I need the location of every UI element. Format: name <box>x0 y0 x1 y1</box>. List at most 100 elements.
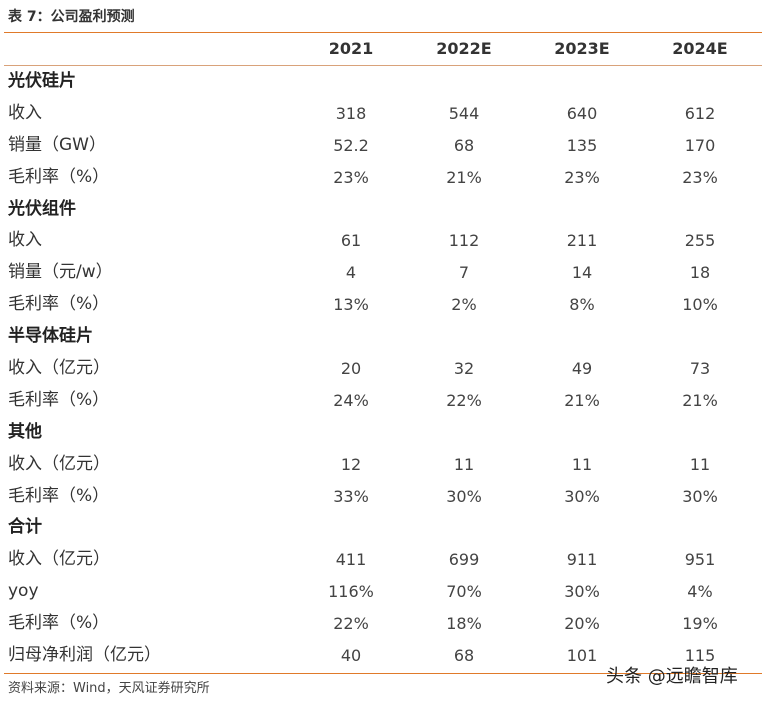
table-cell: 8% <box>569 295 595 315</box>
table-cell: 70% <box>446 582 482 602</box>
table-cell: 23% <box>682 167 718 187</box>
table-row: 收入（亿元） 411 699 911 951 <box>0 544 766 576</box>
row-label: 毛利率（%） <box>8 294 110 315</box>
table-cell: 22% <box>446 390 482 410</box>
row-label: yoy <box>8 581 39 602</box>
table-cell: 640 <box>566 103 598 123</box>
row-label: 毛利率（%） <box>8 613 110 634</box>
table-title: 表 7：公司盈利预测 <box>8 9 135 25</box>
table-cell: 21% <box>682 390 718 410</box>
section-label: 光伏组件 <box>8 198 76 219</box>
table-cell: 40 <box>340 646 362 666</box>
table-cell: 52.2 <box>333 135 369 155</box>
table-cell: 135 <box>566 135 598 155</box>
table-cell: 11 <box>453 454 475 474</box>
table-cell: 68 <box>453 135 475 155</box>
table-cell: 11 <box>689 454 711 474</box>
top-rule <box>4 32 762 33</box>
table-row: 收入（亿元） 20 32 49 73 <box>0 353 766 385</box>
table-cell: 21% <box>446 167 482 187</box>
table-cell: 30% <box>446 486 482 506</box>
section-label: 其他 <box>8 421 42 442</box>
table-cell: 23% <box>564 167 600 187</box>
table-row: 收入 318 544 640 612 <box>0 98 766 130</box>
table-cell: 49 <box>571 359 593 379</box>
table-cell: 11 <box>571 454 593 474</box>
row-label: 毛利率（%） <box>8 389 110 410</box>
table-cell: 22% <box>333 614 369 634</box>
table-cell: 211 <box>566 231 598 251</box>
watermark: 头条 @远瞻智库 <box>606 666 738 687</box>
table-cell: 10% <box>682 295 718 315</box>
table-cell: 61 <box>340 231 362 251</box>
row-label: 毛利率（%） <box>8 485 110 506</box>
table-cell: 4 <box>345 263 357 283</box>
table-cell: 18 <box>689 263 711 283</box>
section-label: 半导体硅片 <box>8 326 93 347</box>
table-cell: 24% <box>333 390 369 410</box>
section-header-row: 半导体硅片 <box>0 321 766 353</box>
table-body: 光伏硅片收入 318 544 640 612 销量（GW） 52.2 68 135 170 毛利率（… <box>0 66 766 672</box>
table-cell: 68 <box>453 646 475 666</box>
row-label: 归母净利润（亿元） <box>8 645 161 666</box>
table-row: 销量（元/w） 4 7 14 18 <box>0 257 766 289</box>
header-rule <box>4 65 762 66</box>
table-cell: 112 <box>448 231 480 251</box>
column-header: 2022E <box>436 39 492 58</box>
table-header: 2021 2022E 2023E 2024E <box>0 33 766 65</box>
table-cell: 30% <box>564 486 600 506</box>
table-cell: 7 <box>458 263 470 283</box>
table-cell: 20% <box>564 614 600 634</box>
bottom-rule <box>4 673 762 674</box>
table-cell: 14 <box>571 263 593 283</box>
table-cell: 115 <box>684 646 716 666</box>
table-row: 毛利率（%） 23% 21% 23% 23% <box>0 162 766 194</box>
section-header-row: 合计 <box>0 512 766 544</box>
table-cell: 12 <box>340 454 362 474</box>
table-cell: 318 <box>335 103 367 123</box>
table-cell: 4% <box>687 582 713 602</box>
table-cell: 20 <box>340 359 362 379</box>
table-cell: 101 <box>566 646 598 666</box>
table-cell: 911 <box>566 550 598 570</box>
column-header: 2021 <box>328 39 374 58</box>
table-cell: 699 <box>448 550 480 570</box>
table-row: 毛利率（%） 33% 30% 30% 30% <box>0 481 766 513</box>
table-row: 收入（亿元） 12 11 11 11 <box>0 449 766 481</box>
row-label: 收入 <box>8 230 42 251</box>
table-cell: 544 <box>448 103 480 123</box>
table-cell: 18% <box>446 614 482 634</box>
table-row: 毛利率（%） 13% 2% 8% 10% <box>0 289 766 321</box>
row-label: 销量（GW） <box>8 134 106 155</box>
table-cell: 32 <box>453 359 475 379</box>
table-cell: 13% <box>333 295 369 315</box>
column-header: 2023E <box>554 39 610 58</box>
section-label: 合计 <box>8 517 42 538</box>
table-cell: 612 <box>684 103 716 123</box>
table-cell: 33% <box>333 486 369 506</box>
row-label: 收入（亿元） <box>8 358 110 379</box>
row-label: 毛利率（%） <box>8 166 110 187</box>
table-row: 归母净利润（亿元） 40 68 101 115 <box>0 640 766 672</box>
table-cell: 951 <box>684 550 716 570</box>
table-cell: 30% <box>682 486 718 506</box>
table-cell: 21% <box>564 390 600 410</box>
column-header: 2024E <box>672 39 728 58</box>
section-label: 光伏硅片 <box>8 71 76 91</box>
section-header-row: 其他 <box>0 417 766 449</box>
table-cell: 170 <box>684 135 716 155</box>
table-cell: 116% <box>328 582 374 602</box>
table-cell: 255 <box>684 231 716 251</box>
table-row: 销量（GW） 52.2 68 135 170 <box>0 130 766 162</box>
table-cell: 30% <box>564 582 600 602</box>
source-note: 资料来源：Wind，天风证券研究所 <box>8 681 210 696</box>
table-row: 收入 61 112 211 255 <box>0 225 766 257</box>
row-label: 收入 <box>8 102 42 123</box>
table-row: 毛利率（%） 24% 22% 21% 21% <box>0 385 766 417</box>
section-header-row: 光伏组件 <box>0 194 766 226</box>
table-cell: 2% <box>451 295 477 315</box>
table-cell: 73 <box>689 359 711 379</box>
table-cell: 23% <box>333 167 369 187</box>
table-cell: 19% <box>682 614 718 634</box>
section-header-row: 光伏硅片 <box>0 66 766 98</box>
